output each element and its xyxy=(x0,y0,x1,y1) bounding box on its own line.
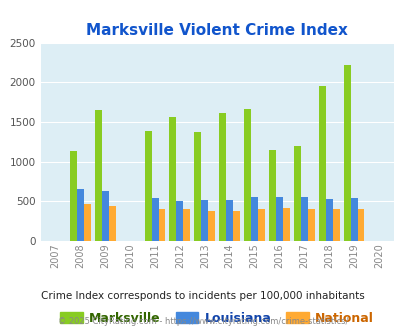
Bar xyxy=(357,209,364,241)
Bar xyxy=(84,204,91,241)
Bar xyxy=(250,197,257,241)
Bar xyxy=(332,209,339,241)
Bar xyxy=(232,211,239,241)
Bar xyxy=(183,209,190,241)
Bar xyxy=(282,208,289,241)
Legend: Marksville, Louisiana, National: Marksville, Louisiana, National xyxy=(55,307,378,330)
Bar xyxy=(208,211,215,241)
Bar xyxy=(307,209,314,241)
Bar xyxy=(169,117,176,241)
Bar xyxy=(226,200,232,241)
Bar xyxy=(77,189,84,241)
Bar xyxy=(144,131,151,241)
Bar xyxy=(293,146,300,241)
Bar xyxy=(325,199,332,241)
Title: Marksville Violent Crime Index: Marksville Violent Crime Index xyxy=(86,22,347,38)
Bar xyxy=(268,150,275,241)
Bar xyxy=(257,209,264,241)
Bar xyxy=(219,114,226,241)
Bar xyxy=(151,198,158,241)
Bar xyxy=(201,200,208,241)
Bar xyxy=(350,198,357,241)
Bar xyxy=(70,151,77,241)
Bar xyxy=(318,86,325,241)
Bar xyxy=(109,206,115,241)
Bar xyxy=(95,110,102,241)
Bar xyxy=(343,65,350,241)
Text: Crime Index corresponds to incidents per 100,000 inhabitants: Crime Index corresponds to incidents per… xyxy=(41,291,364,301)
Bar xyxy=(102,191,109,241)
Bar xyxy=(158,209,165,241)
Text: © 2025 CityRating.com - https://www.cityrating.com/crime-statistics/: © 2025 CityRating.com - https://www.city… xyxy=(58,317,347,326)
Bar xyxy=(194,132,201,241)
Bar xyxy=(176,201,183,241)
Bar xyxy=(275,197,282,241)
Bar xyxy=(300,197,307,241)
Bar xyxy=(243,109,250,241)
